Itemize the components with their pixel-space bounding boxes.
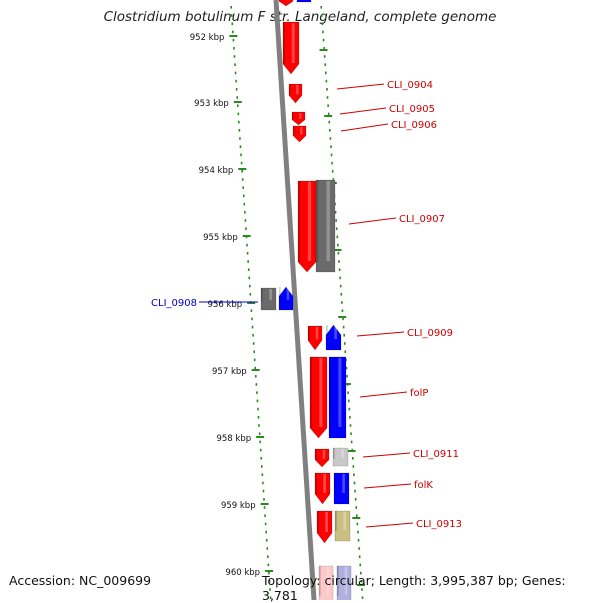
- gene-label-leader: [360, 392, 407, 397]
- gene-label[interactable]: CLI_0911: [413, 449, 459, 460]
- feature-cli-0909[interactable]: [308, 326, 322, 350]
- gene-label-leader: [341, 124, 388, 131]
- ruler-tick-label: 952 kbp: [190, 33, 225, 43]
- feature-folk-partner[interactable]: [334, 473, 349, 504]
- ruler-tick-label: 959 kbp: [221, 501, 256, 511]
- genome-stats-text: Topology: circular; Length: 3,995,387 bp…: [262, 573, 600, 603]
- feature-folp[interactable]: [310, 357, 327, 438]
- feature-cli-0907[interactable]: [298, 181, 316, 272]
- gene-label[interactable]: CLI_0907: [399, 214, 445, 225]
- gene-label-leader: [349, 218, 396, 224]
- gene-label[interactable]: CLI_0913: [416, 519, 462, 530]
- ruler-tick-label: 955 kbp: [203, 233, 238, 243]
- gene-label[interactable]: folK: [414, 480, 433, 491]
- gene-label[interactable]: folP: [410, 388, 428, 399]
- gene-label[interactable]: CLI_0904: [387, 80, 433, 91]
- feature-cli-0911[interactable]: [315, 449, 329, 467]
- feature-cli-0908[interactable]: [279, 287, 293, 310]
- ruler-tick-label: 958 kbp: [216, 434, 251, 444]
- ruler-tick-label: 960 kbp: [225, 568, 260, 578]
- feature-cli-0906[interactable]: [293, 126, 306, 142]
- feature-folk[interactable]: [315, 473, 330, 504]
- ruler-tick-label: 954 kbp: [199, 166, 234, 176]
- gene-label[interactable]: CLI_0909: [407, 328, 453, 339]
- gene-label-leader: [337, 84, 384, 89]
- gene-label-leader: [357, 332, 404, 336]
- accession-text: Accession: NC_009699: [9, 573, 151, 588]
- ruler-tick-label: 957 kbp: [212, 367, 247, 377]
- gene-label-leader: [364, 484, 411, 488]
- feature-cli-0904[interactable]: [289, 84, 302, 103]
- feature-cli-0913[interactable]: [317, 511, 332, 543]
- feature-partial[interactable]: [297, 0, 311, 2]
- gene-label-leader: [363, 453, 410, 457]
- gene-label-leader: [366, 523, 413, 527]
- feature-cli-0904-upstream[interactable]: [283, 22, 299, 74]
- ruler-tick-label: 953 kbp: [194, 99, 229, 109]
- gene-label[interactable]: CLI_0908: [151, 298, 197, 309]
- feature-partial[interactable]: [279, 0, 293, 6]
- feature-folp-partner[interactable]: [329, 357, 346, 438]
- feature-cli-0913-partner[interactable]: [335, 511, 350, 541]
- feature-cli-0907-partner[interactable]: [316, 180, 335, 272]
- feature-cli-0909-partner[interactable]: [326, 325, 341, 350]
- feature-cli-0911-partner[interactable]: [333, 448, 348, 466]
- gene-label-leader: [340, 108, 386, 114]
- gene-label[interactable]: CLI_0905: [389, 104, 435, 115]
- feature-cli-0905[interactable]: [292, 112, 305, 125]
- gene-label[interactable]: CLI_0906: [391, 120, 437, 131]
- feature-cli-0908-partner[interactable]: [261, 288, 276, 310]
